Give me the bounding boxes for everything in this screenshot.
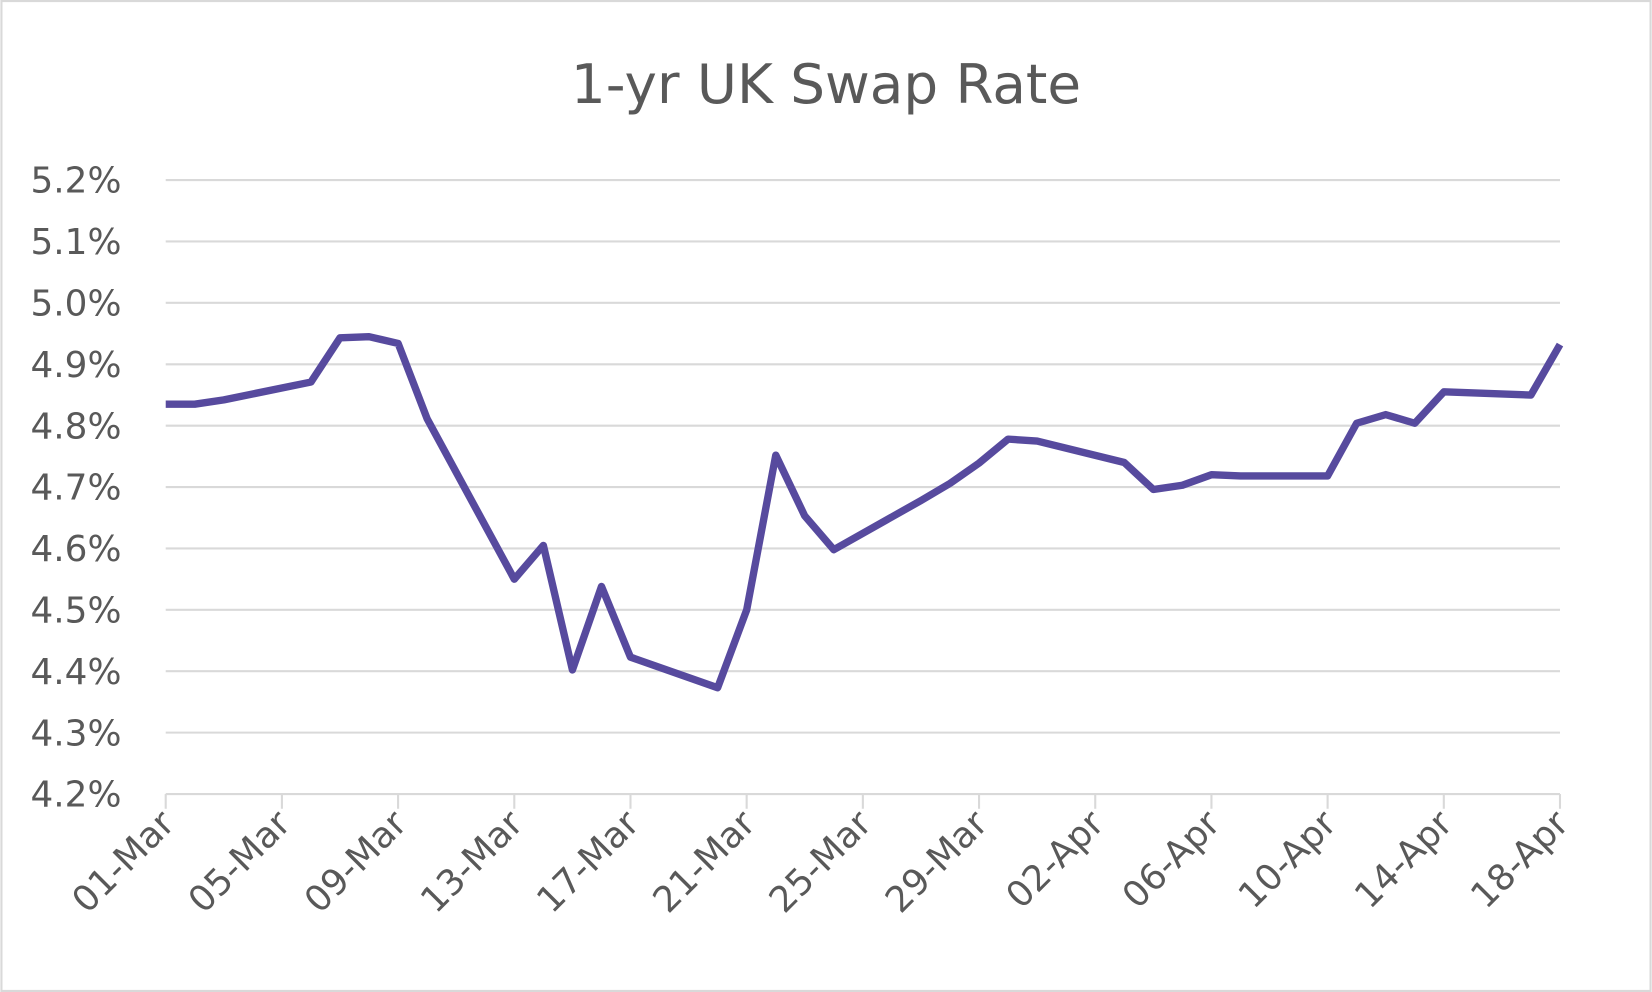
y-tick-label: 4.9% xyxy=(31,345,122,386)
y-tick-label: 4.4% xyxy=(31,652,122,693)
y-tick-label: 5.0% xyxy=(31,284,122,325)
y-tick-label: 4.8% xyxy=(31,406,122,447)
y-tick-label: 4.3% xyxy=(31,713,122,754)
chart-title: 1-yr UK Swap Rate xyxy=(571,52,1081,116)
y-tick-label: 5.2% xyxy=(31,161,122,202)
y-tick-label: 4.7% xyxy=(31,468,122,509)
y-tick-label: 4.6% xyxy=(31,529,122,570)
y-tick-label: 5.1% xyxy=(31,222,122,263)
data-line xyxy=(165,332,1564,692)
y-tick-label: 4.5% xyxy=(31,590,122,631)
y-tick-label: 4.2% xyxy=(31,775,122,816)
